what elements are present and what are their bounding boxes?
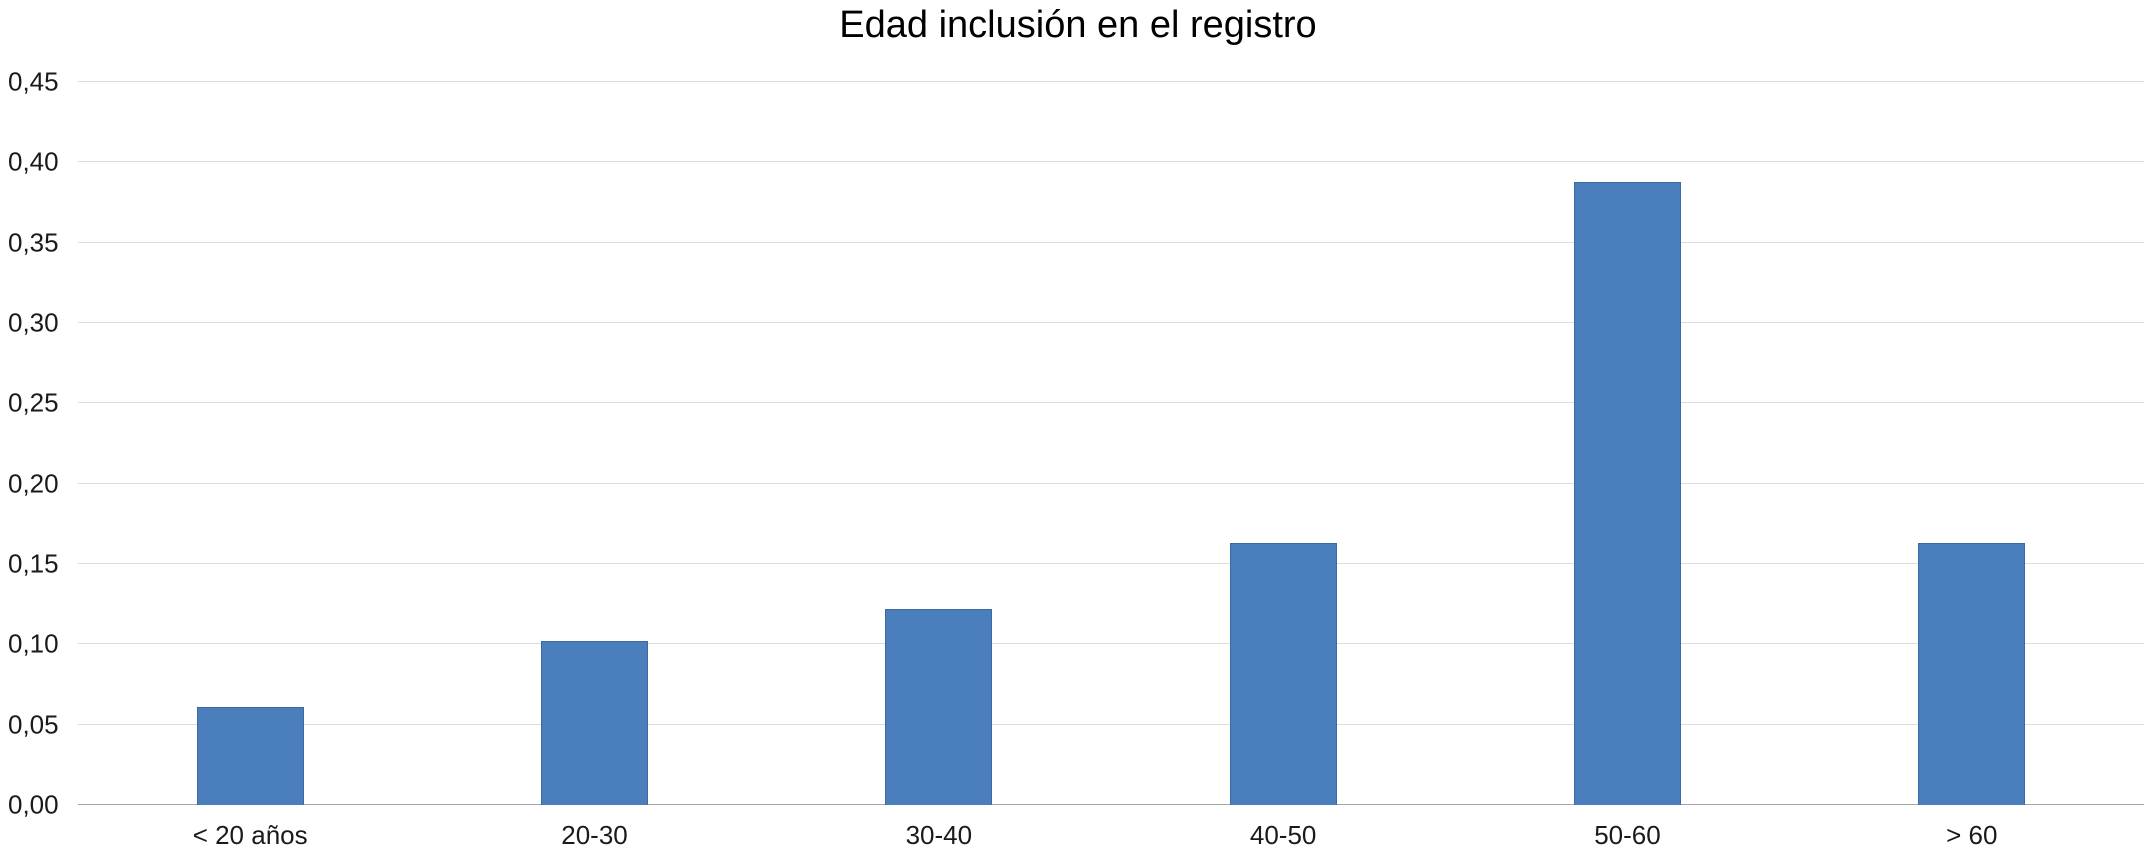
bar-slot xyxy=(767,82,1111,805)
gridline xyxy=(78,161,2144,163)
bar-slot xyxy=(1800,82,2144,805)
x-axis-baseline xyxy=(78,804,2144,805)
gridline xyxy=(78,723,2144,725)
x-tick-label: 20-30 xyxy=(561,820,628,850)
gridline xyxy=(78,241,2144,243)
bar-slot xyxy=(1455,82,1799,805)
y-tick-label: 0,00 xyxy=(8,789,59,820)
y-tick-label: 0,45 xyxy=(8,66,59,97)
bar-1 xyxy=(196,707,304,805)
bar-slot xyxy=(1111,82,1455,805)
bar-slot xyxy=(422,82,766,805)
y-tick-label: 0,20 xyxy=(8,468,59,499)
x-tick-label: 40-50 xyxy=(1249,820,1317,850)
x-tick-label: < 20 años xyxy=(192,820,308,850)
x-axis: < 20 años 20-30 30-40 40-50 50-60 > 60 xyxy=(78,820,2144,856)
gridline xyxy=(78,563,2144,564)
bar-6 xyxy=(1918,543,2026,805)
y-tick-label: 0,25 xyxy=(8,387,59,418)
bar-slot xyxy=(78,82,422,805)
y-tick-label: 0,40 xyxy=(8,146,59,177)
bar-5 xyxy=(1573,181,1681,805)
y-tick-label: 0,30 xyxy=(8,307,59,338)
x-tick-label: 50-60 xyxy=(1594,820,1661,850)
bars-group xyxy=(78,82,2144,805)
gridline xyxy=(78,482,2144,484)
y-axis: 0,00 0,05 0,10 0,15 0,20 0,25 0,30 0,35 0,40 0,45 xyxy=(8,67,70,820)
plot-area xyxy=(78,81,2144,805)
gridline xyxy=(78,402,2144,404)
x-tick-label: > 60 xyxy=(1946,820,1998,850)
x-tick-label: 30-40 xyxy=(905,820,973,850)
y-tick-label: 0,15 xyxy=(8,548,59,579)
bar-2 xyxy=(540,641,648,805)
bar-3 xyxy=(885,609,993,805)
y-tick-label: 0,35 xyxy=(8,227,59,258)
y-tick-label: 0,05 xyxy=(8,709,59,740)
chart-title: Edad inclusión en el registro xyxy=(839,4,1317,46)
y-tick-label: 0,10 xyxy=(8,628,59,659)
gridline xyxy=(78,643,2144,645)
bar-4 xyxy=(1229,543,1337,805)
gridline xyxy=(78,81,2144,82)
gridline xyxy=(78,322,2144,323)
